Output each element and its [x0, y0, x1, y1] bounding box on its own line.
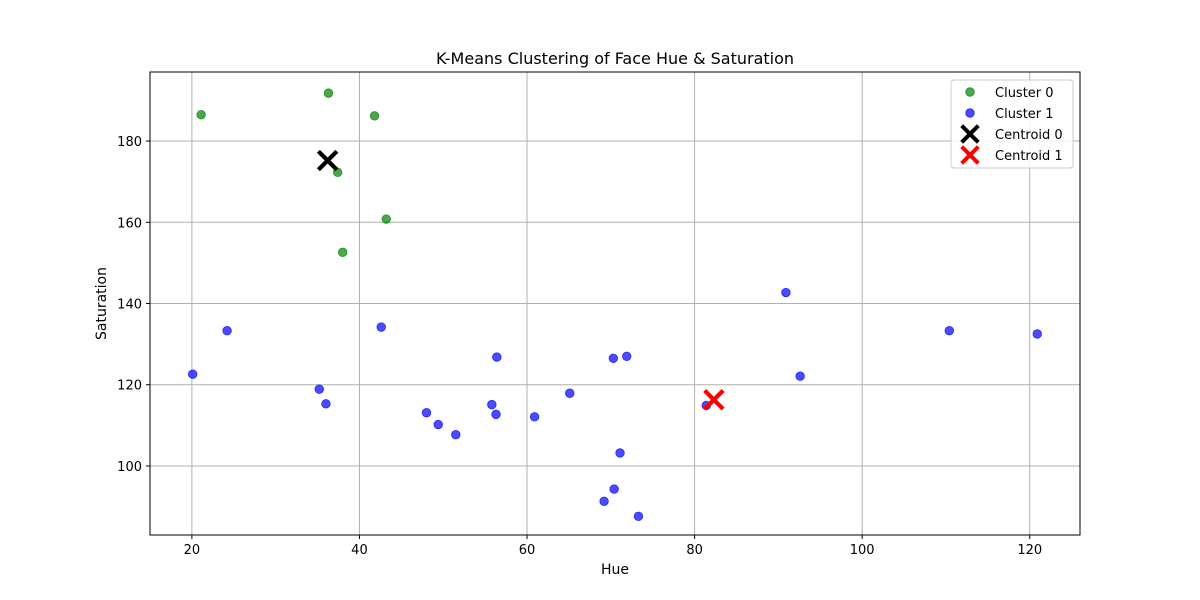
cluster-1-point	[633, 511, 644, 522]
y-tick-label: 120	[117, 379, 142, 394]
cluster-1-point	[376, 322, 386, 332]
centroid-1-marker	[703, 389, 725, 411]
cluster-1-point	[321, 399, 331, 409]
cluster-1-point	[314, 384, 324, 394]
cluster-1-point	[487, 399, 497, 410]
cluster-1-point	[565, 388, 575, 398]
legend: Cluster 0 Cluster 1 Centroid 0 Centroid 1	[950, 79, 1074, 169]
grid	[150, 72, 1080, 535]
cluster-0-point	[196, 109, 206, 120]
cluster-1-point	[451, 429, 461, 440]
axis-ticks: 20 40 60 80 100 120 100 120 140 160 180	[117, 135, 1042, 558]
cluster-1-point	[1032, 329, 1042, 339]
y-tick-label: 180	[117, 135, 142, 150]
y-axis-label: Saturation	[94, 267, 110, 340]
cluster-0-point	[381, 214, 391, 224]
cluster-0-point	[369, 111, 380, 121]
y-tick-label: 160	[117, 216, 142, 231]
data-points	[188, 88, 1042, 522]
legend-marker-centroid-1	[960, 145, 980, 165]
y-tick-label: 140	[117, 298, 142, 313]
cluster-1-point	[781, 287, 791, 298]
x-tick-label: 40	[351, 543, 368, 558]
legend-label-cluster-0: Cluster 0	[995, 86, 1054, 101]
legend-label-cluster-1: Cluster 1	[995, 107, 1054, 122]
x-tick-label: 20	[184, 543, 201, 558]
cluster-1-point	[491, 409, 501, 420]
cluster-1-point	[599, 496, 609, 506]
cluster-1-point	[433, 419, 443, 430]
x-axis-label: Hue	[601, 562, 629, 578]
cluster-1-point	[615, 448, 625, 458]
cluster-1-point	[944, 326, 954, 336]
legend-label-centroid-0: Centroid 0	[995, 128, 1063, 143]
cluster-1-point	[222, 326, 232, 336]
cluster-0-point	[323, 88, 334, 98]
legend-marker-cluster-0	[965, 87, 975, 97]
legend-marker-centroid-0	[960, 124, 980, 144]
legend-marker-cluster-1	[965, 108, 975, 118]
cluster-1-point	[188, 369, 198, 379]
chart-title: K-Means Clustering of Face Hue & Saturat…	[436, 49, 794, 68]
cluster-1-point	[421, 408, 432, 418]
cluster-1-point	[795, 371, 805, 381]
cluster-1-point	[529, 412, 540, 422]
legend-label-centroid-1: Centroid 1	[995, 149, 1063, 164]
legend-box	[950, 79, 1074, 169]
cluster-1-point	[608, 353, 619, 364]
x-tick-label: 60	[519, 543, 536, 558]
y-tick-label: 100	[117, 460, 142, 475]
cluster-1-point	[609, 484, 619, 494]
centroid-0-marker	[316, 149, 339, 172]
x-tick-label: 100	[850, 543, 875, 558]
cluster-1-point	[492, 352, 502, 362]
cluster-0-point	[338, 247, 348, 258]
cluster-1-point	[622, 351, 632, 361]
x-tick-label: 80	[686, 543, 703, 558]
x-tick-label: 120	[1017, 543, 1042, 558]
